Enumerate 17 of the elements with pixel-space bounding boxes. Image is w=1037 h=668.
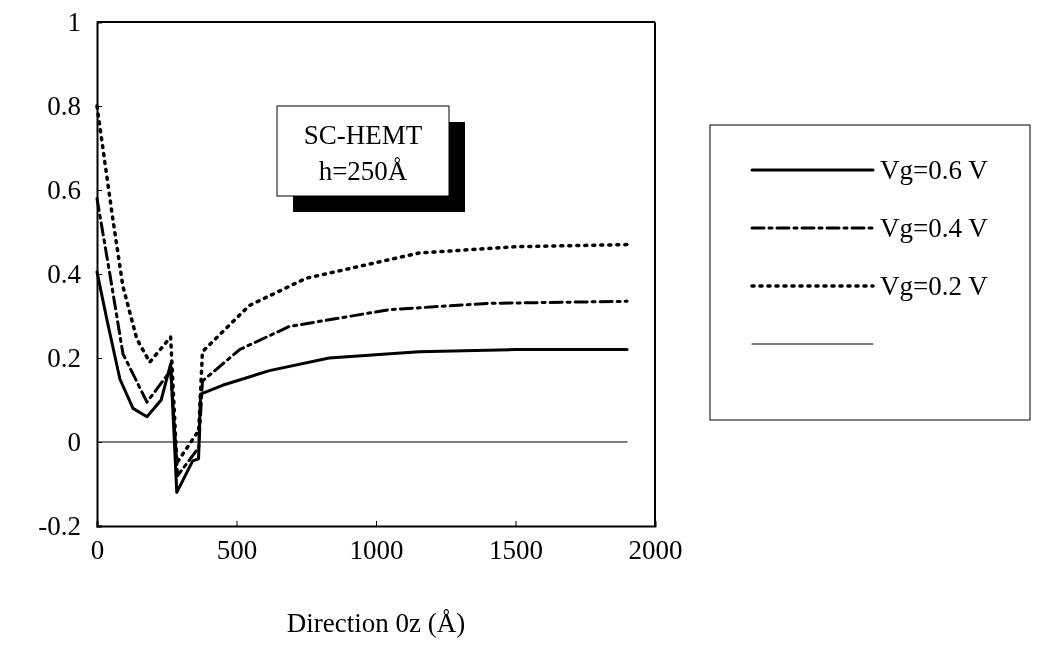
y-tick-label: -0.2 — [38, 511, 81, 542]
x-axis-title: Direction 0z (Å) — [286, 608, 466, 638]
legend-label: Vg=0.4 V — [880, 213, 989, 243]
y-tick-label: 0 — [67, 427, 81, 458]
y-tick-label: 1 — [67, 7, 81, 38]
legend-label: Vg=0.2 V — [880, 271, 989, 301]
legend-label: Vg=0.6 V — [880, 155, 989, 185]
y-tick-label: 0.8 — [47, 91, 81, 122]
y-tick-label: 0.4 — [47, 259, 82, 290]
annotation: SC-HEMT h=250Å — [303, 120, 423, 186]
x-tick-label: 500 — [216, 535, 258, 566]
x-tick-label: 2000 — [628, 535, 683, 566]
x-tick-label: 1000 — [349, 535, 404, 566]
x-tick-label: 1500 — [489, 535, 543, 566]
y-tick-label: 0.2 — [47, 343, 81, 374]
x-tick-label: 0 — [90, 535, 105, 566]
y-tick-label: 0.6 — [47, 175, 81, 206]
